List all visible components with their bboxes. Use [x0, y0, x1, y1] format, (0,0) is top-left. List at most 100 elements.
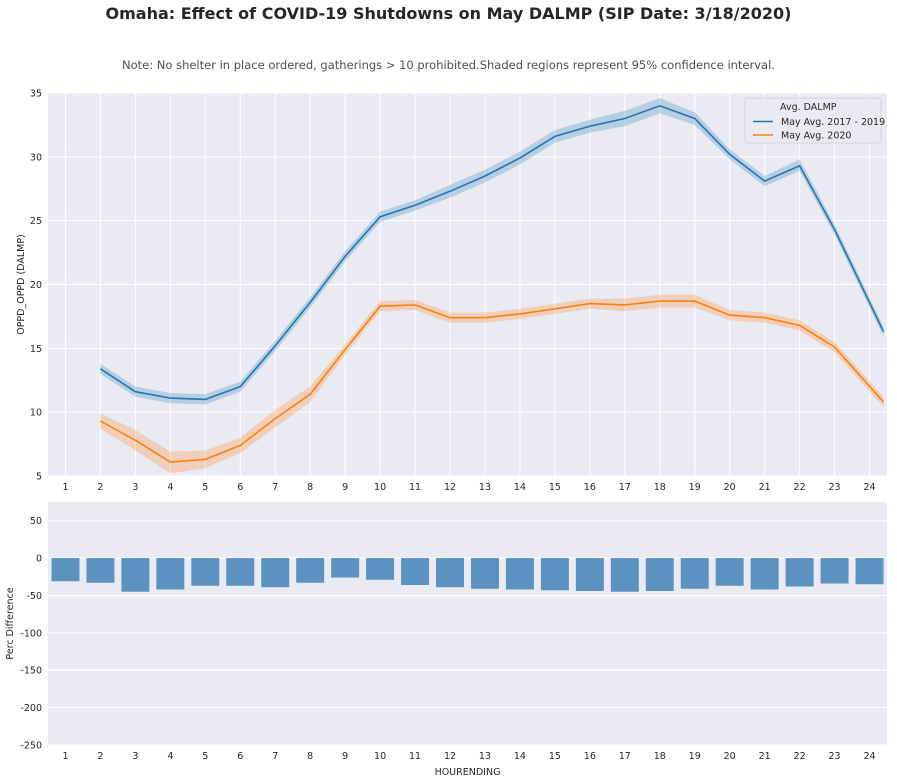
legend: Avg. DALMP May Avg. 2017 - 2019 May Avg.…: [744, 97, 885, 144]
x-tick-label: 1: [62, 751, 68, 762]
x-tick-label: 2: [97, 751, 103, 762]
x-tick-label: 23: [829, 751, 841, 762]
line-chart-y-ticks: 5 10 15 20 25 30 35: [30, 89, 42, 483]
x-tick-label: 13: [479, 751, 491, 762]
x-tick-label: 19: [689, 482, 701, 493]
bar-13: [470, 558, 499, 589]
line-chart-grid: [48, 92, 887, 477]
y-tick-label: -50: [26, 591, 42, 602]
confidence-bands: [100, 98, 884, 474]
y-tick-label: 15: [30, 344, 42, 355]
x-tick-label: 15: [549, 482, 561, 493]
bar-15: [540, 558, 569, 591]
bar-18: [645, 558, 674, 591]
y-tick-label: 0: [36, 554, 42, 565]
x-tick-label: 6: [237, 482, 243, 493]
confidence-band-1: [100, 294, 884, 474]
x-tick-label: 15: [549, 751, 561, 762]
bar-20: [715, 558, 744, 586]
legend-entry-2020: May Avg. 2020: [781, 131, 851, 142]
x-tick-label: 6: [237, 751, 243, 762]
x-tick-label: 3: [132, 751, 138, 762]
bar-19: [680, 558, 709, 589]
bars: [51, 558, 884, 592]
x-tick-label: 8: [307, 751, 313, 762]
x-tick-label: 8: [307, 482, 313, 493]
x-tick-label: 4: [167, 482, 173, 493]
bar-22: [785, 558, 814, 587]
bar-9: [331, 558, 360, 578]
bar-12: [436, 558, 465, 588]
series-line-0: [99, 104, 885, 401]
y-tick-label: -200: [20, 703, 42, 714]
x-tick-label: 11: [409, 482, 421, 493]
line-chart-x-ticks: 1 2 3 4 5 6 7 8 9 10 11 12 13 14 15 16 17 18 19 20 21 22 23 24: [62, 482, 875, 493]
x-tick-label: 24: [863, 482, 875, 493]
y-tick-label: 50: [30, 516, 42, 527]
x-tick-label: 22: [794, 482, 806, 493]
bar-1: [51, 558, 80, 582]
bar-2: [86, 558, 115, 583]
x-tick-label: 5: [202, 751, 208, 762]
x-tick-label: 24: [863, 751, 875, 762]
bar-21: [750, 558, 779, 590]
bar-24: [855, 558, 884, 585]
x-tick-label: 1: [62, 482, 68, 493]
bar-4: [156, 558, 185, 590]
bar-chart-background: [48, 502, 887, 745]
x-tick-label: 19: [689, 751, 701, 762]
x-tick-label: 10: [374, 482, 386, 493]
x-tick-label: 4: [167, 751, 173, 762]
bar-7: [261, 558, 290, 588]
x-tick-label: 5: [202, 482, 208, 493]
bar-5: [191, 558, 220, 586]
bar-chart-grid: [48, 520, 887, 746]
x-tick-label: 22: [794, 751, 806, 762]
x-tick-label: 9: [342, 482, 348, 493]
x-tick-label: 14: [514, 751, 526, 762]
bar-8: [296, 558, 325, 583]
x-tick-label: 10: [374, 751, 386, 762]
x-tick-label: 17: [619, 751, 631, 762]
bar-11: [401, 558, 430, 585]
y-tick-label: -100: [20, 628, 42, 639]
bar-chart-x-ticks: 1 2 3 4 5 6 7 8 9 10 11 12 13 14 15 16 17 18 19 20 21 22 23 24: [62, 751, 875, 762]
x-tick-label: 12: [444, 751, 456, 762]
chart-title: Omaha: Effect of COVID-19 Shutdowns on M…: [105, 4, 792, 23]
line-chart-y-axis-label: OPPD_OPPD (DALMP): [16, 234, 27, 335]
series-lines: [99, 104, 885, 463]
x-tick-label: 18: [654, 482, 666, 493]
bar-17: [610, 558, 639, 592]
bar-chart-x-axis-label: HOURENDING: [435, 767, 501, 778]
bar-chart-y-ticks: -250 -200 -150 -100 -50 0 50: [20, 516, 42, 751]
x-tick-label: 11: [409, 751, 421, 762]
x-tick-label: 20: [724, 751, 736, 762]
series-line-1: [100, 300, 885, 463]
x-tick-label: 14: [514, 482, 526, 493]
bar-10: [366, 558, 395, 580]
x-tick-label: 17: [619, 482, 631, 493]
x-tick-label: 16: [584, 751, 596, 762]
x-tick-label: 18: [654, 751, 666, 762]
x-tick-label: 16: [584, 482, 596, 493]
y-tick-label: -150: [20, 666, 42, 677]
x-tick-label: 2: [97, 482, 103, 493]
x-tick-label: 12: [444, 482, 456, 493]
x-tick-label: 21: [759, 751, 771, 762]
y-tick-label: 25: [30, 216, 42, 227]
bar-23: [820, 558, 849, 584]
y-tick-label: 35: [30, 89, 42, 100]
y-tick-label: 5: [36, 472, 42, 483]
bar-3: [121, 558, 150, 592]
bar-16: [575, 558, 604, 591]
y-tick-label: 10: [30, 408, 42, 419]
x-tick-label: 9: [342, 751, 348, 762]
x-tick-label: 21: [759, 482, 771, 493]
bar-14: [505, 558, 534, 590]
y-tick-label: 20: [30, 280, 42, 291]
legend-box: [744, 97, 882, 144]
x-tick-label: 13: [479, 482, 491, 493]
